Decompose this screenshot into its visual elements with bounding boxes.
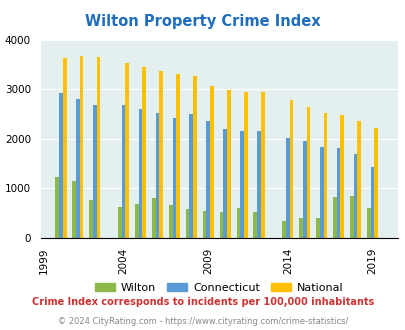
Legend: Wilton, Connecticut, National: Wilton, Connecticut, National [91,279,347,298]
Bar [285,138,289,238]
Bar [93,105,96,238]
Bar [155,114,159,238]
Bar [243,92,247,238]
Bar [340,115,343,238]
Bar [370,167,373,238]
Bar [253,212,256,238]
Bar [63,58,66,238]
Bar [202,211,206,238]
Bar [332,196,336,238]
Bar [96,57,100,238]
Bar [306,107,309,238]
Bar [281,221,285,238]
Bar [118,207,122,238]
Bar [206,121,209,238]
Bar [159,71,163,238]
Bar [172,118,176,238]
Bar [373,128,377,238]
Text: Crime Index corresponds to incidents per 100,000 inhabitants: Crime Index corresponds to incidents per… [32,297,373,307]
Bar [209,86,213,238]
Bar [189,115,193,238]
Bar [122,105,125,238]
Bar [323,114,326,238]
Bar [55,177,59,238]
Bar [151,198,155,238]
Bar [219,212,223,238]
Bar [79,56,83,238]
Bar [366,209,370,238]
Bar [59,93,63,238]
Bar [193,76,196,238]
Bar [125,63,129,238]
Bar [256,131,260,238]
Text: Wilton Property Crime Index: Wilton Property Crime Index [85,14,320,29]
Bar [260,92,264,238]
Bar [76,99,79,238]
Bar [336,148,340,238]
Bar [138,109,142,238]
Bar [356,121,360,238]
Bar [349,195,353,238]
Bar [289,100,293,238]
Bar [168,205,172,238]
Bar [302,141,306,238]
Bar [176,74,179,238]
Bar [89,200,93,238]
Bar [223,129,226,238]
Bar [298,218,302,238]
Bar [226,90,230,238]
Bar [185,209,189,238]
Bar [353,154,356,238]
Bar [236,208,240,238]
Bar [315,218,319,238]
Bar [134,204,138,238]
Bar [319,147,323,238]
Bar [142,67,146,238]
Text: © 2024 CityRating.com - https://www.cityrating.com/crime-statistics/: © 2024 CityRating.com - https://www.city… [58,317,347,326]
Bar [72,181,76,238]
Bar [240,131,243,238]
